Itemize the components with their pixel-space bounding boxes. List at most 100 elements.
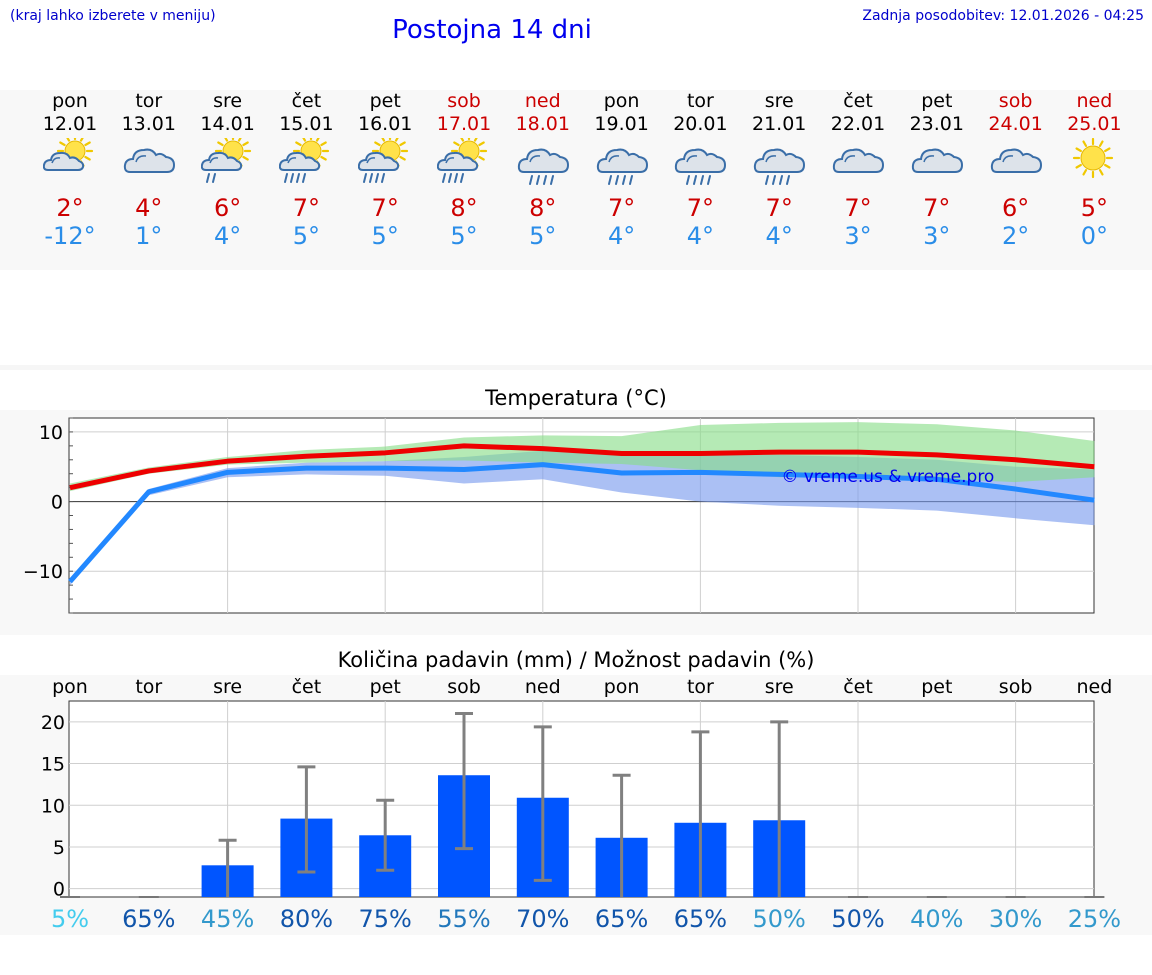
day-column: čet 22.01 7° 3° [818, 90, 898, 250]
day-name: ned [524, 90, 561, 112]
sun-ray [84, 141, 91, 147]
sun-ray [473, 138, 478, 142]
max-temp-line [69, 443, 1095, 491]
precip-probability: 30% [989, 905, 1042, 933]
rain-drop [700, 175, 705, 185]
sun-ray [460, 138, 465, 142]
precip-y-tick: 10 [41, 795, 65, 817]
cloud-puff [445, 157, 455, 164]
temp-max: 6° [213, 194, 242, 222]
sun-cloud-rain-icon [279, 138, 330, 183]
day-name: pon [603, 90, 640, 112]
day-date: 13.01 [121, 113, 176, 135]
day-column: sre 21.01 7° 4° [739, 90, 819, 250]
rain-drop [290, 173, 295, 183]
min-temp-line [68, 462, 1095, 584]
temp-min: 4° [686, 222, 715, 250]
sun-disc [1080, 145, 1106, 171]
day-name: sre [213, 90, 243, 112]
sun-cloud-rain-icon [437, 138, 488, 183]
cloud-body [279, 151, 321, 171]
rain-drop [614, 175, 619, 185]
temp-min: 3° [844, 222, 872, 250]
cloud-body [517, 148, 569, 173]
cloud-icon [832, 148, 885, 173]
day-column: tor 20.01 7° 4° [660, 90, 740, 250]
day-name: pet [921, 90, 953, 112]
day-date: 20.01 [673, 113, 728, 135]
sun-ray [79, 138, 84, 142]
sun-ray [295, 141, 303, 147]
sun-ray [478, 141, 485, 147]
location-menu-hint[interactable]: (kraj lahko izberete v meniju) [10, 8, 216, 24]
temp-min: 4° [607, 222, 636, 250]
sun-ray [381, 138, 386, 142]
cloud-shape [517, 148, 569, 185]
sun-ray [1075, 163, 1083, 169]
sun-ray [216, 141, 224, 147]
rain-drop [381, 173, 386, 183]
sun-ray [59, 141, 66, 147]
precip-probability: 40% [910, 905, 963, 933]
precip-day-label: sob [447, 676, 481, 698]
precip-day-label: pon [52, 676, 88, 698]
rain-drop [448, 173, 452, 183]
rain-drop [628, 175, 633, 185]
day-name: sob [998, 90, 1033, 112]
precip-probability: 65% [674, 905, 727, 933]
precip-error-bar [691, 730, 710, 897]
day-date: 18.01 [515, 113, 570, 135]
cloud-body [437, 151, 479, 171]
rain-drop [528, 175, 533, 185]
day-column: ned 18.01 8° 5° [503, 90, 583, 250]
cloud-puff [765, 155, 777, 163]
day-column: pet 23.01 7° 3° [897, 90, 977, 250]
temp-max: 4° [135, 194, 163, 222]
precip-error-bar [455, 712, 473, 851]
day-column: sob 17.01 8° 5° [424, 90, 504, 250]
precip-day-label: čet [843, 676, 873, 698]
temperature-chart: −10 0 10 © vreme.us & vreme.pro [23, 417, 1095, 614]
temp-max: 7° [607, 194, 636, 222]
sun-cloud-rain-icon [358, 138, 409, 183]
sun-ray [66, 138, 71, 142]
cloud-puff [287, 157, 297, 164]
rain-drop [621, 175, 626, 185]
sun-ray [1099, 140, 1104, 147]
precip-day-label: sob [999, 676, 1033, 698]
temp-min: 3° [923, 222, 951, 250]
cloud-shape [358, 151, 400, 183]
sun-ray [1082, 169, 1088, 176]
sun-ray [241, 155, 249, 161]
precip-day-label: tor [135, 676, 162, 698]
temp-min: 4° [213, 222, 242, 250]
rain-drop [779, 175, 784, 185]
day-date: 21.01 [751, 113, 807, 135]
precip-probability: 45% [201, 905, 254, 933]
temp-min: 1° [135, 222, 163, 250]
precipitation-plot-area [68, 700, 1095, 898]
rain-drop [363, 173, 368, 183]
temp-max: 7° [844, 194, 872, 222]
cloud-rain-icon [675, 148, 727, 185]
precip-error-bar [612, 773, 631, 897]
day-date: 14.01 [200, 113, 255, 135]
sun-ray [374, 141, 381, 147]
sun-ray [320, 141, 328, 147]
day-date: 25.01 [1067, 113, 1122, 135]
sun-ray [84, 155, 91, 161]
cloud-shape [596, 148, 648, 185]
rain-drop [454, 173, 458, 183]
cloud-puff [686, 155, 698, 163]
cloud-body [358, 151, 400, 171]
day-column: sre 14.01 6° 4° [188, 90, 268, 250]
rain-drop [765, 175, 770, 185]
day-date: 22.01 [830, 113, 886, 135]
sun-ray [478, 155, 485, 161]
precip-y-tick: 15 [41, 754, 65, 776]
cloud-shape [911, 148, 963, 173]
rain-drop [460, 173, 464, 183]
sun-ray [399, 141, 407, 147]
temp-max: 7° [686, 194, 715, 222]
cloud-puff [208, 157, 218, 164]
